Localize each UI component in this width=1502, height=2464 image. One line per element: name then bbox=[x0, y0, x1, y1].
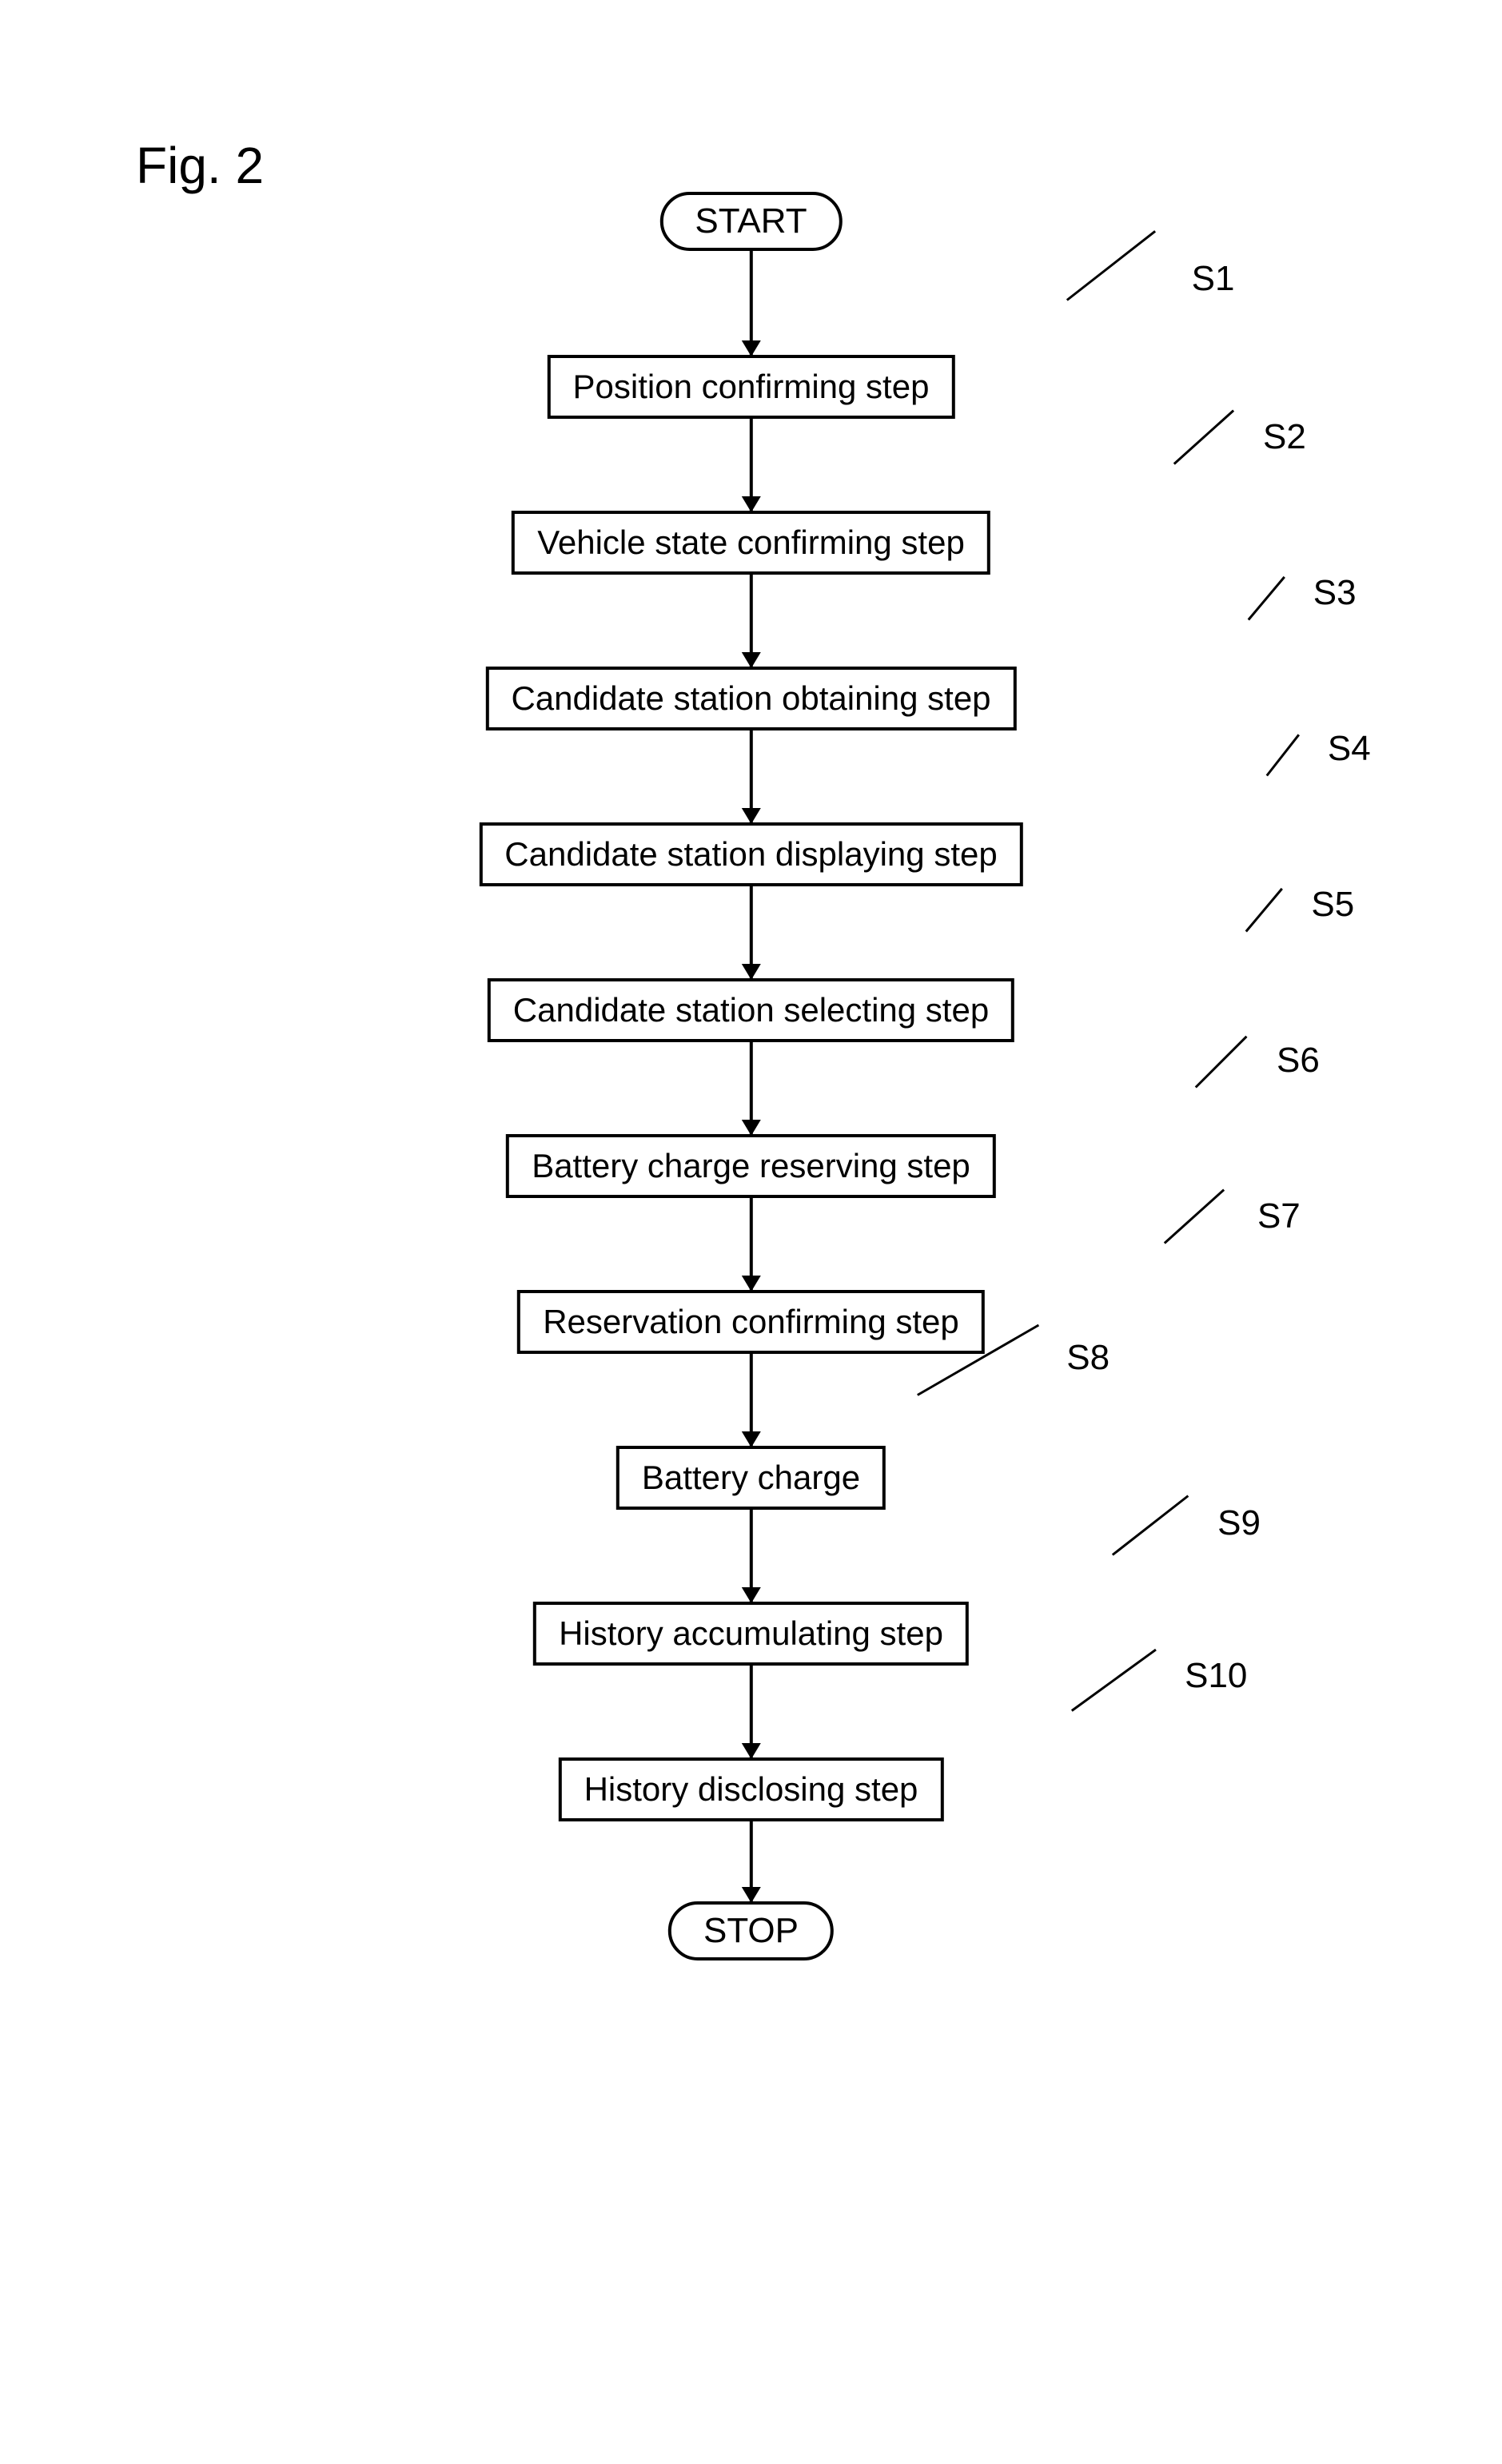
process-s1: Position confirming step bbox=[548, 355, 955, 419]
step-label-s7: S7 bbox=[1257, 1196, 1301, 1236]
step-label-s6: S6 bbox=[1277, 1041, 1320, 1081]
arrow-container bbox=[485, 575, 1016, 667]
leader-line-s4 bbox=[1266, 734, 1300, 776]
leader-line-s2 bbox=[1173, 409, 1234, 464]
arrow bbox=[749, 1198, 752, 1290]
step-s1-wrapper: S1 Position confirming step bbox=[548, 251, 955, 419]
step-s2-wrapper: S2 Vehicle state confirming step bbox=[512, 419, 990, 575]
arrow bbox=[750, 419, 753, 511]
arrow-container bbox=[616, 1354, 886, 1446]
step-s9-wrapper: S9 History accumulating step bbox=[533, 1510, 969, 1666]
arrow-container bbox=[479, 1821, 1022, 1901]
step-s3-wrapper: S3 Candidate station obtaining step bbox=[485, 575, 1016, 730]
arrow bbox=[750, 1821, 753, 1901]
process-s10: History disclosing step bbox=[559, 1757, 944, 1821]
process-s6: Battery charge reserving step bbox=[506, 1134, 996, 1198]
process-s4: Candidate station displaying step bbox=[479, 822, 1022, 886]
step-label-s8: S8 bbox=[1066, 1338, 1110, 1378]
step-label-s3: S3 bbox=[1313, 573, 1357, 613]
process-s2: Vehicle state confirming step bbox=[512, 511, 990, 575]
arrow bbox=[749, 251, 752, 355]
arrow bbox=[750, 730, 753, 822]
leader-line-s3 bbox=[1247, 576, 1285, 621]
leader-line-s9 bbox=[1112, 1495, 1189, 1555]
leader-line-s6 bbox=[1195, 1036, 1248, 1089]
step-s8-wrapper: S8 Battery charge bbox=[616, 1354, 886, 1510]
arrow-container bbox=[559, 1666, 944, 1757]
arrow bbox=[750, 1354, 753, 1446]
arrow-container bbox=[548, 251, 955, 355]
step-label-s10: S10 bbox=[1185, 1656, 1247, 1696]
step-s6-wrapper: S6 Battery charge reserving step bbox=[506, 1042, 996, 1198]
step-label-s2: S2 bbox=[1263, 417, 1306, 457]
arrow bbox=[749, 1666, 752, 1757]
arrow bbox=[750, 1510, 753, 1602]
start-terminal: START bbox=[659, 192, 842, 251]
step-label-s9: S9 bbox=[1217, 1503, 1261, 1543]
arrow bbox=[749, 886, 752, 978]
process-s8: Battery charge bbox=[616, 1446, 886, 1510]
arrow-container bbox=[479, 730, 1022, 822]
step-label-s4: S4 bbox=[1328, 729, 1371, 769]
arrow-container bbox=[512, 419, 990, 511]
step-s5-wrapper: S5 Candidate station selecting step bbox=[488, 886, 1014, 1042]
leader-line-s7 bbox=[1164, 1188, 1225, 1244]
step-s10-wrapper: S10 History disclosing step bbox=[559, 1666, 944, 1821]
arrow-container bbox=[517, 1198, 985, 1290]
flowchart-container: START S1 Position confirming step S2 Veh… bbox=[479, 192, 1022, 1960]
step-label-s1: S1 bbox=[1192, 259, 1235, 299]
arrow bbox=[749, 1042, 752, 1134]
arrow-container bbox=[533, 1510, 969, 1602]
leader-line-s5 bbox=[1245, 888, 1283, 933]
stop-terminal: STOP bbox=[668, 1901, 834, 1960]
leader-line-s10 bbox=[1071, 1649, 1157, 1712]
process-s5: Candidate station selecting step bbox=[488, 978, 1014, 1042]
step-label-s5: S5 bbox=[1311, 885, 1354, 925]
leader-line-s1 bbox=[1066, 230, 1156, 301]
step-s4-wrapper: S4 Candidate station displaying step bbox=[479, 730, 1022, 886]
arrow bbox=[749, 575, 752, 667]
process-s7: Reservation confirming step bbox=[517, 1290, 985, 1354]
arrow-container bbox=[506, 1042, 996, 1134]
step-s7-wrapper: S7 Reservation confirming step bbox=[517, 1198, 985, 1354]
process-s3: Candidate station obtaining step bbox=[485, 667, 1016, 730]
arrow-container bbox=[488, 886, 1014, 978]
process-s9: History accumulating step bbox=[533, 1602, 969, 1666]
figure-label: Fig. 2 bbox=[136, 136, 264, 195]
